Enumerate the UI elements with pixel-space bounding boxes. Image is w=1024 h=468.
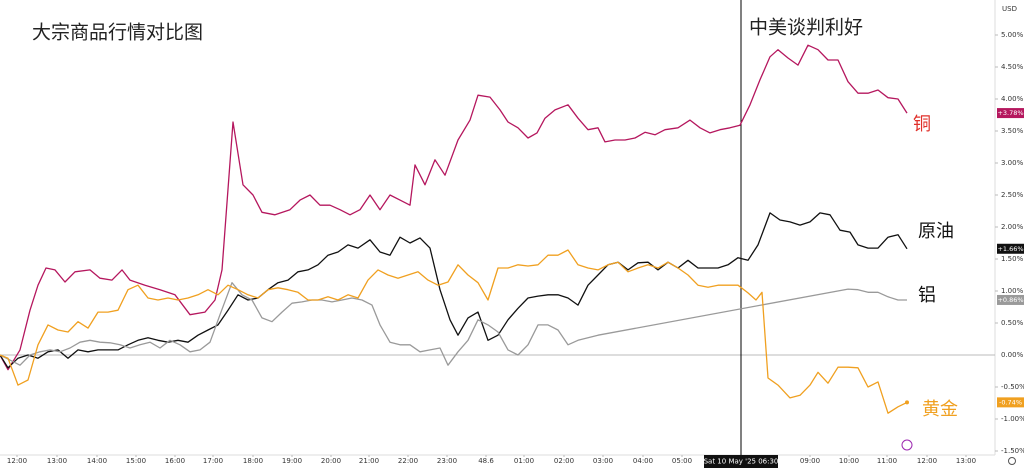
x-tick-label: 03:00: [593, 457, 613, 465]
chart-title: 大宗商品行情对比图: [32, 22, 203, 44]
y-tick-label: 3.50%: [1001, 127, 1024, 135]
x-tick-label: 17:00: [203, 457, 223, 465]
x-tick-label: 19:00: [282, 457, 302, 465]
x-tick-label: 22:00: [398, 457, 418, 465]
y-tick-label: 0.00%: [1001, 351, 1024, 359]
value-tag: [997, 108, 1024, 119]
y-tick-label: 2.50%: [1001, 191, 1024, 199]
y-tick-label: 5.00%: [1001, 31, 1024, 39]
x-tick-label: 01:00: [514, 457, 534, 465]
value-label: +1.66%: [997, 245, 1023, 253]
series-line: [0, 212, 908, 369]
legend-label: 黄金: [922, 399, 958, 420]
alert-icon[interactable]: [901, 439, 913, 451]
x-tick-label: 18:00: [243, 457, 263, 465]
series-line: [0, 249, 908, 414]
x-tick-label: 48.6: [478, 457, 494, 465]
x-tick-label: 21:00: [359, 457, 379, 465]
x-tick-label: 10:00: [839, 457, 859, 465]
currency: USD: [1002, 5, 1017, 13]
legend-label: 铝: [918, 285, 936, 306]
end-marker: [905, 400, 909, 405]
y-tick-label: 3.00%: [1001, 159, 1024, 167]
y-tick-label: 1.00%: [1001, 287, 1024, 295]
x-tick-label: 12:00: [917, 457, 937, 465]
value-tag: [997, 294, 1024, 305]
x-tick-label: 02:00: [554, 457, 574, 465]
y-tick-label: -1.50%: [1001, 447, 1024, 455]
value-label: +3.78%: [997, 109, 1023, 117]
x-tick-label: 15:00: [126, 457, 146, 465]
x-tick-label: 13:00: [956, 457, 976, 465]
x-tick-label: 05:00: [672, 457, 692, 465]
crosshair-tag: [704, 455, 778, 468]
legend-label: 原油: [918, 221, 954, 242]
x-tick-label: 12:00: [7, 457, 27, 465]
annotation: 中美谈判利好: [749, 17, 863, 39]
series-line: [0, 44, 908, 371]
y-tick-label: 4.50%: [1001, 63, 1024, 71]
value-tag: [997, 243, 1024, 254]
x-tick-label: 23:00: [437, 457, 457, 465]
legend-label: 铜: [913, 114, 931, 135]
x-tick-label: 04:00: [633, 457, 653, 465]
x-tick-label: 11:00: [877, 457, 897, 465]
y-tick-label: 2.00%: [1001, 223, 1024, 231]
x-tick-label: 20:00: [321, 457, 341, 465]
y-tick-label: 4.00%: [1001, 95, 1024, 103]
value-label: -0.74%: [999, 398, 1022, 406]
x-tick-label: 16:00: [165, 457, 185, 465]
y-tick-label: 1.50%: [1001, 255, 1024, 263]
series-line: [0, 282, 907, 366]
x-tick-label: 14:00: [87, 457, 107, 465]
x-tick-label: 09:00: [800, 457, 820, 465]
y-tick-label: -1.00%: [1001, 415, 1024, 423]
y-tick-label: 0.50%: [1001, 319, 1024, 327]
value-tag: [997, 397, 1024, 408]
settings-icon[interactable]: [1008, 457, 1016, 465]
value-label: +0.86%: [997, 296, 1023, 304]
y-tick-label: -0.50%: [1001, 383, 1024, 391]
x-tick-label: 13:00: [47, 457, 67, 465]
crosshair-label: Sat 10 May '25 06:30: [704, 458, 779, 466]
